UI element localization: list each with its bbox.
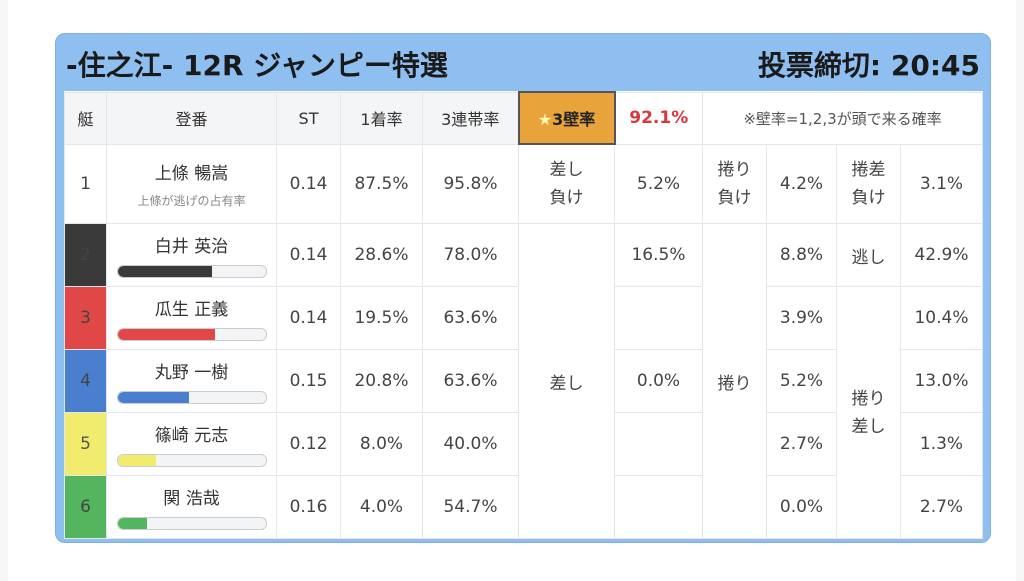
st-value: 0.16 [276,475,341,539]
racer-cell: 篠崎 元志 [106,412,277,476]
table-row: 4 丸野 一樹 0.15 20.8% 63.6% 0.0% 5.2% 13.0% [64,349,983,413]
makuri-pct: 2.7% [766,412,837,476]
makurisashi-pct: 1.3% [900,412,983,476]
trio-rate-value: 78.0% [422,223,519,287]
trio-rate-value: 40.0% [422,412,519,476]
star-icon: ★ [537,110,553,129]
trio-rate-value: 63.6% [422,286,519,350]
makuri-pct: 0.0% [766,475,837,539]
rate-bar [116,454,267,467]
makurisashi-label: 捲り 差し [836,286,901,539]
racer-cell: 白井 英治 [106,223,277,287]
rate-bar [116,517,267,530]
page-canvas: -住之江- 12R ジャンピー特選 投票締切: 20:45 艇 登番 [8,0,1016,581]
makurisashi-make-label: 捲差 負け [836,143,901,224]
racer-name: 上條 暢嵩 [154,163,229,184]
first-rate-value: 28.6% [340,223,423,287]
racer-name: 丸野 一樹 [154,363,229,383]
sashi-make-label: 差し 負け [518,143,615,224]
first-rate-value: 19.5% [340,286,423,350]
wall-rate-note: ※壁率=1,2,3が頭で来る確率 [702,91,983,145]
makuri-make-label: 捲り 負け [702,143,767,224]
racer-sub-label: 上條が逃げの占有率 [137,193,246,208]
frame-number: 1 [64,143,107,224]
trio-rate-value: 54.7% [422,475,519,539]
makuri-make-pct: 4.2% [766,143,837,224]
rate-bar-fill [117,329,216,340]
first-rate-value: 20.8% [340,349,423,413]
makurisashi-make-pct: 3.1% [900,143,983,224]
deadline-text: 投票締切: 20:45 [757,49,980,82]
wall-rate-value: 92.1% [614,91,703,145]
sashi-label: 差し [518,223,615,539]
table-row: 2 白井 英治 0.14 28.6% 78.0% 差し 16.5% 捲り 8.8… [64,223,983,539]
frame-number: 3 [64,286,107,350]
frame-number: 6 [64,475,107,539]
st-value: 0.14 [276,223,341,287]
racer-name: 白井 英治 [154,237,229,257]
sashi-make-pct: 5.2% [614,143,703,224]
rate-bar [116,328,267,341]
makuri-pct: 8.8% [766,223,837,287]
racer-cell: 丸野 一樹 [106,349,277,413]
col-frame: 艇 [64,91,107,145]
makurisashi-pct: 2.7% [900,475,983,539]
frame-number: 2 [64,223,107,287]
rate-bar [116,391,267,404]
nige-label: 逃し [836,223,901,287]
first-rate-value: 4.0% [340,475,423,539]
header-row: 艇 登番 ST 1着率 3連帯率 ★3壁率 92.1% ※壁率=1,2,3が頭で… [64,91,983,145]
sashi-pct: 0.0% [614,349,703,413]
frame-number: 4 [64,349,107,413]
table-row: 5 篠崎 元志 0.12 8.0% 40.0% 2.7% 1.3% [64,412,983,476]
frame-number: 5 [64,412,107,476]
sashi-pct: 16.5% [614,223,703,287]
st-value: 0.14 [276,286,341,350]
rate-bar-fill [117,455,156,466]
racer-name: 瓜生 正義 [154,300,229,320]
sashi-pct-empty [614,475,703,539]
race-title: -住之江- 12R ジャンピー特選 [66,49,448,82]
sashi-pct-empty [614,286,703,350]
rate-bar [116,265,267,278]
st-value: 0.12 [276,412,341,476]
makurisashi-pct: 13.0% [900,349,983,413]
racer-name: 関 浩哉 [163,489,220,509]
stats-table: 艇 登番 ST 1着率 3連帯率 ★3壁率 92.1% ※壁率=1,2,3が頭で… [64,91,983,539]
racer-name: 篠崎 元志 [154,426,229,446]
makuri-pct: 3.9% [766,286,837,350]
wall-label: 3壁率 [552,110,596,129]
racer-cell: 瓜生 正義 [106,286,277,350]
col-trio-rate: 3連帯率 [422,91,519,145]
col-first-rate: 1着率 [340,91,423,145]
st-value: 0.15 [276,349,341,413]
racer-cell: 関 浩哉 [106,475,277,539]
makuri-label: 捲り [702,223,767,539]
race-card: -住之江- 12R ジャンピー特選 投票締切: 20:45 艇 登番 [55,33,991,543]
makuri-pct: 5.2% [766,349,837,413]
title-bar: -住之江- 12R ジャンピー特選 投票締切: 20:45 [56,34,992,90]
rate-bar-fill [117,392,189,403]
first-rate-value: 87.5% [340,143,423,224]
first-rate-value: 8.0% [340,412,423,476]
col-reg: 登番 [106,91,277,145]
racer-cell: 上條 暢嵩 上條が逃げの占有率 [106,143,277,224]
sashi-pct-empty [614,412,703,476]
col-st: ST [276,91,341,145]
table-row: 3 瓜生 正義 0.14 19.5% 63.6% 3.9% 捲り 差し 10.4% [64,286,983,539]
trio-rate-value: 63.6% [422,349,519,413]
rate-bar-fill [117,518,148,529]
table-row: 6 関 浩哉 0.16 4.0% 54.7% 0.0% 2.7% [64,475,983,539]
makurisashi-pct: 10.4% [900,286,983,350]
st-value: 0.14 [276,143,341,224]
table-row: 1 上條 暢嵩 上條が逃げの占有率 0.14 87.5% 95.8% 差し 負け … [64,143,983,224]
col-wall-rate: ★3壁率 [517,91,616,145]
trio-rate-value: 95.8% [422,143,519,224]
rate-bar-fill [117,266,213,277]
nige-pct: 42.9% [900,223,983,287]
